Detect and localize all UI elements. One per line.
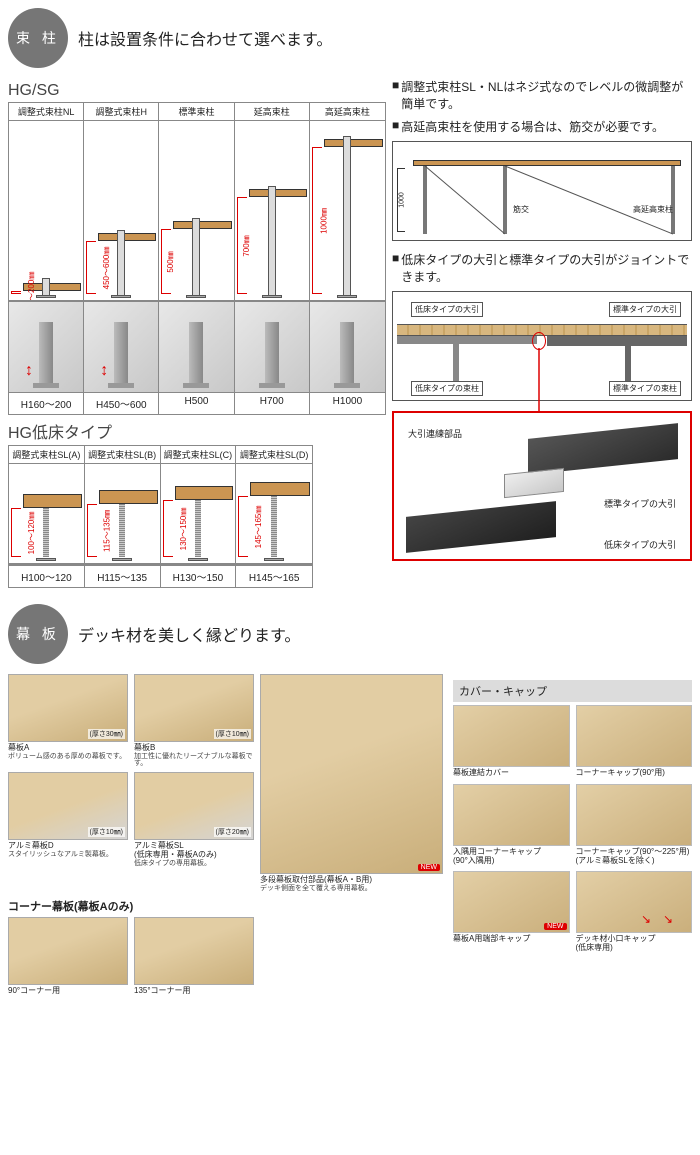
hgsg-header: 調整式束柱H bbox=[84, 103, 158, 121]
hgsg-photo: ↕ bbox=[84, 302, 159, 392]
lowfloor-foot-label: H145～165 bbox=[236, 565, 312, 587]
lowfloor-header: 調整式束柱SL(B) bbox=[85, 446, 160, 464]
lowfloor-foot-label: H130～150 bbox=[161, 565, 237, 587]
cover-item: NEW幕板A用端部キャップ bbox=[453, 871, 570, 953]
hgsg-cell: 延高束柱 700㎜ bbox=[235, 103, 310, 301]
brace-height: 1000 bbox=[398, 192, 405, 208]
hgsg-label: HG/SG bbox=[8, 82, 386, 100]
hgsg-header: 高延高束柱 bbox=[310, 103, 385, 121]
connector-std: 標準タイプの大引 bbox=[604, 497, 676, 510]
hgsg-header: 標準束柱 bbox=[159, 103, 233, 121]
cover-item: 幕板連結カバー bbox=[453, 705, 570, 778]
cover-head: カバー・キャップ bbox=[453, 680, 692, 702]
hgsg-cell: 標準束柱 500㎜ bbox=[159, 103, 234, 301]
corner-90: 90°コーナー用 bbox=[8, 917, 128, 996]
lowfloor-cell: 調整式束柱SL(D) 145～165㎜ bbox=[236, 446, 312, 564]
prod-multi: NEW 多段幕板取付部品(幕板A・B用) デッキ側面を全て覆える専用幕板。 bbox=[260, 674, 443, 892]
lowfloor-header: 調整式束柱SL(D) bbox=[236, 446, 312, 464]
hgsg-grid: 調整式束柱NL 160～200㎜ 調整式束柱H 450～600㎜ 標準束柱 50… bbox=[8, 102, 386, 302]
adjust-arrow-icon: ↕ bbox=[25, 362, 33, 380]
label-low-post: 低床タイプの束柱 bbox=[411, 381, 483, 396]
lowfloor-cell: 調整式束柱SL(B) 115～135㎜ bbox=[85, 446, 161, 564]
lowfloor-footers: H100～120H115～135H130～150H145～165 bbox=[8, 565, 313, 588]
lowfloor-header: 調整式束柱SL(A) bbox=[9, 446, 84, 464]
lowfloor-grid: 調整式束柱SL(A) 100～120㎜ 調整式束柱SL(B) 115～135㎜ … bbox=[8, 445, 313, 565]
brace-lines bbox=[423, 166, 673, 236]
diagram-brace: 1000 筋交 高延高束柱 bbox=[392, 141, 692, 241]
title-skirt: デッキ材を美しく縁どります。 bbox=[78, 622, 300, 646]
corner-135: 135°コーナー用 bbox=[134, 917, 254, 996]
diagram-connector: 大引連練部品 標準タイプの大引 低床タイプの大引 bbox=[392, 411, 692, 561]
connector-low: 低床タイプの大引 bbox=[604, 538, 676, 551]
lowfloor-label: HG低床タイプ bbox=[8, 419, 386, 443]
title-posts: 柱は設置条件に合わせて選べます。 bbox=[78, 26, 332, 50]
hgsg-foot-label: H160～200 bbox=[9, 392, 84, 414]
skirt-product-grid: (厚さ30㎜) 幕板A ボリューム感のある厚めの幕板です。 (厚さ10㎜) 幕板… bbox=[8, 674, 443, 892]
hgsg-foot-label: H700 bbox=[235, 392, 310, 414]
section-header-skirt: 幕 板 デッキ材を美しく縁どります。 bbox=[8, 604, 692, 664]
hgsg-foot-label: H500 bbox=[159, 392, 234, 414]
hgsg-photo bbox=[159, 302, 234, 392]
label-low-joist: 低床タイプの大引 bbox=[411, 302, 483, 317]
hgsg-cell: 高延高束柱 1000㎜ bbox=[310, 103, 385, 301]
badge-posts: 束 柱 bbox=[8, 8, 68, 68]
badge-skirt: 幕 板 bbox=[8, 604, 68, 664]
diagram-joint: 低床タイプの大引 標準タイプの大引 低床タイプの束柱 標準タイプの束柱 bbox=[392, 291, 692, 401]
lowfloor-cell: 調整式束柱SL(A) 100～120㎜ bbox=[9, 446, 85, 564]
label-std-post: 標準タイプの束柱 bbox=[609, 381, 681, 396]
hgsg-foot-label: H1000 bbox=[310, 392, 385, 414]
lowfloor-cell: 調整式束柱SL(C) 130～150㎜ bbox=[161, 446, 237, 564]
section-header-posts: 束 柱 柱は設置条件に合わせて選べます。 bbox=[8, 8, 692, 68]
brace-label: 筋交 bbox=[513, 204, 529, 215]
hgsg-footers: H160～200H450～600H500H700H1000 bbox=[8, 392, 386, 415]
hgsg-cell: 調整式束柱H 450～600㎜ bbox=[84, 103, 159, 301]
lowfloor-foot-label: H100～120 bbox=[9, 565, 85, 587]
cover-grid: 幕板連結カバーコーナーキャップ(90°用)入隅用コーナーキャップ (90°入隅用… bbox=[453, 705, 692, 953]
lowfloor-foot-label: H115～135 bbox=[85, 565, 161, 587]
cover-item: コーナーキャップ(90°～225°用) (アルミ幕板SLを除く) bbox=[576, 784, 693, 866]
hgsg-foot-label: H450～600 bbox=[84, 392, 159, 414]
note-1: 調整式束柱SL・NLはネジ式なのでレベルの微調整が簡単です。 bbox=[392, 78, 692, 112]
prod-makita-a: (厚さ30㎜) 幕板A ボリューム感のある厚めの幕板です。 bbox=[8, 674, 128, 768]
label-std-joist: 標準タイプの大引 bbox=[609, 302, 681, 317]
brace-post-label: 高延高束柱 bbox=[633, 204, 673, 215]
corner-head: コーナー幕板(幕板Aのみ) bbox=[8, 898, 443, 914]
hgsg-header: 延高束柱 bbox=[235, 103, 309, 121]
hgsg-photo bbox=[235, 302, 310, 392]
cover-item: 入隅用コーナーキャップ (90°入隅用) bbox=[453, 784, 570, 866]
adjust-arrow-icon: ↕ bbox=[100, 362, 108, 380]
prod-alumi-d: (厚さ10㎜) アルミ幕板D スタイリッシュなアルミ製幕板。 bbox=[8, 772, 128, 867]
hgsg-photos: ↕↕ bbox=[8, 302, 386, 392]
prod-alumi-sl: (厚さ20㎜) アルミ幕板SL (低床専用・幕板Aのみ) 低床タイプの専用幕板。 bbox=[134, 772, 254, 867]
note-3: 低床タイプの大引と標準タイプの大引がジョイントできます。 bbox=[392, 251, 692, 285]
prod-makita-b: (厚さ10㎜) 幕板B 加工性に優れたリーズナブルな幕板です。 bbox=[134, 674, 254, 768]
note-2: 高延高束柱を使用する場合は、筋交が必要です。 bbox=[392, 118, 692, 135]
hgsg-header: 調整式束柱NL bbox=[9, 103, 83, 121]
cover-item: コーナーキャップ(90°用) bbox=[576, 705, 693, 778]
hgsg-photo bbox=[310, 302, 385, 392]
connector-label: 大引連練部品 bbox=[408, 427, 462, 440]
hgsg-cell: 調整式束柱NL 160～200㎜ bbox=[9, 103, 84, 301]
cover-item: ↘↘デッキ材小口キャップ (低床専用) bbox=[576, 871, 693, 953]
lowfloor-header: 調整式束柱SL(C) bbox=[161, 446, 236, 464]
hgsg-photo: ↕ bbox=[9, 302, 84, 392]
